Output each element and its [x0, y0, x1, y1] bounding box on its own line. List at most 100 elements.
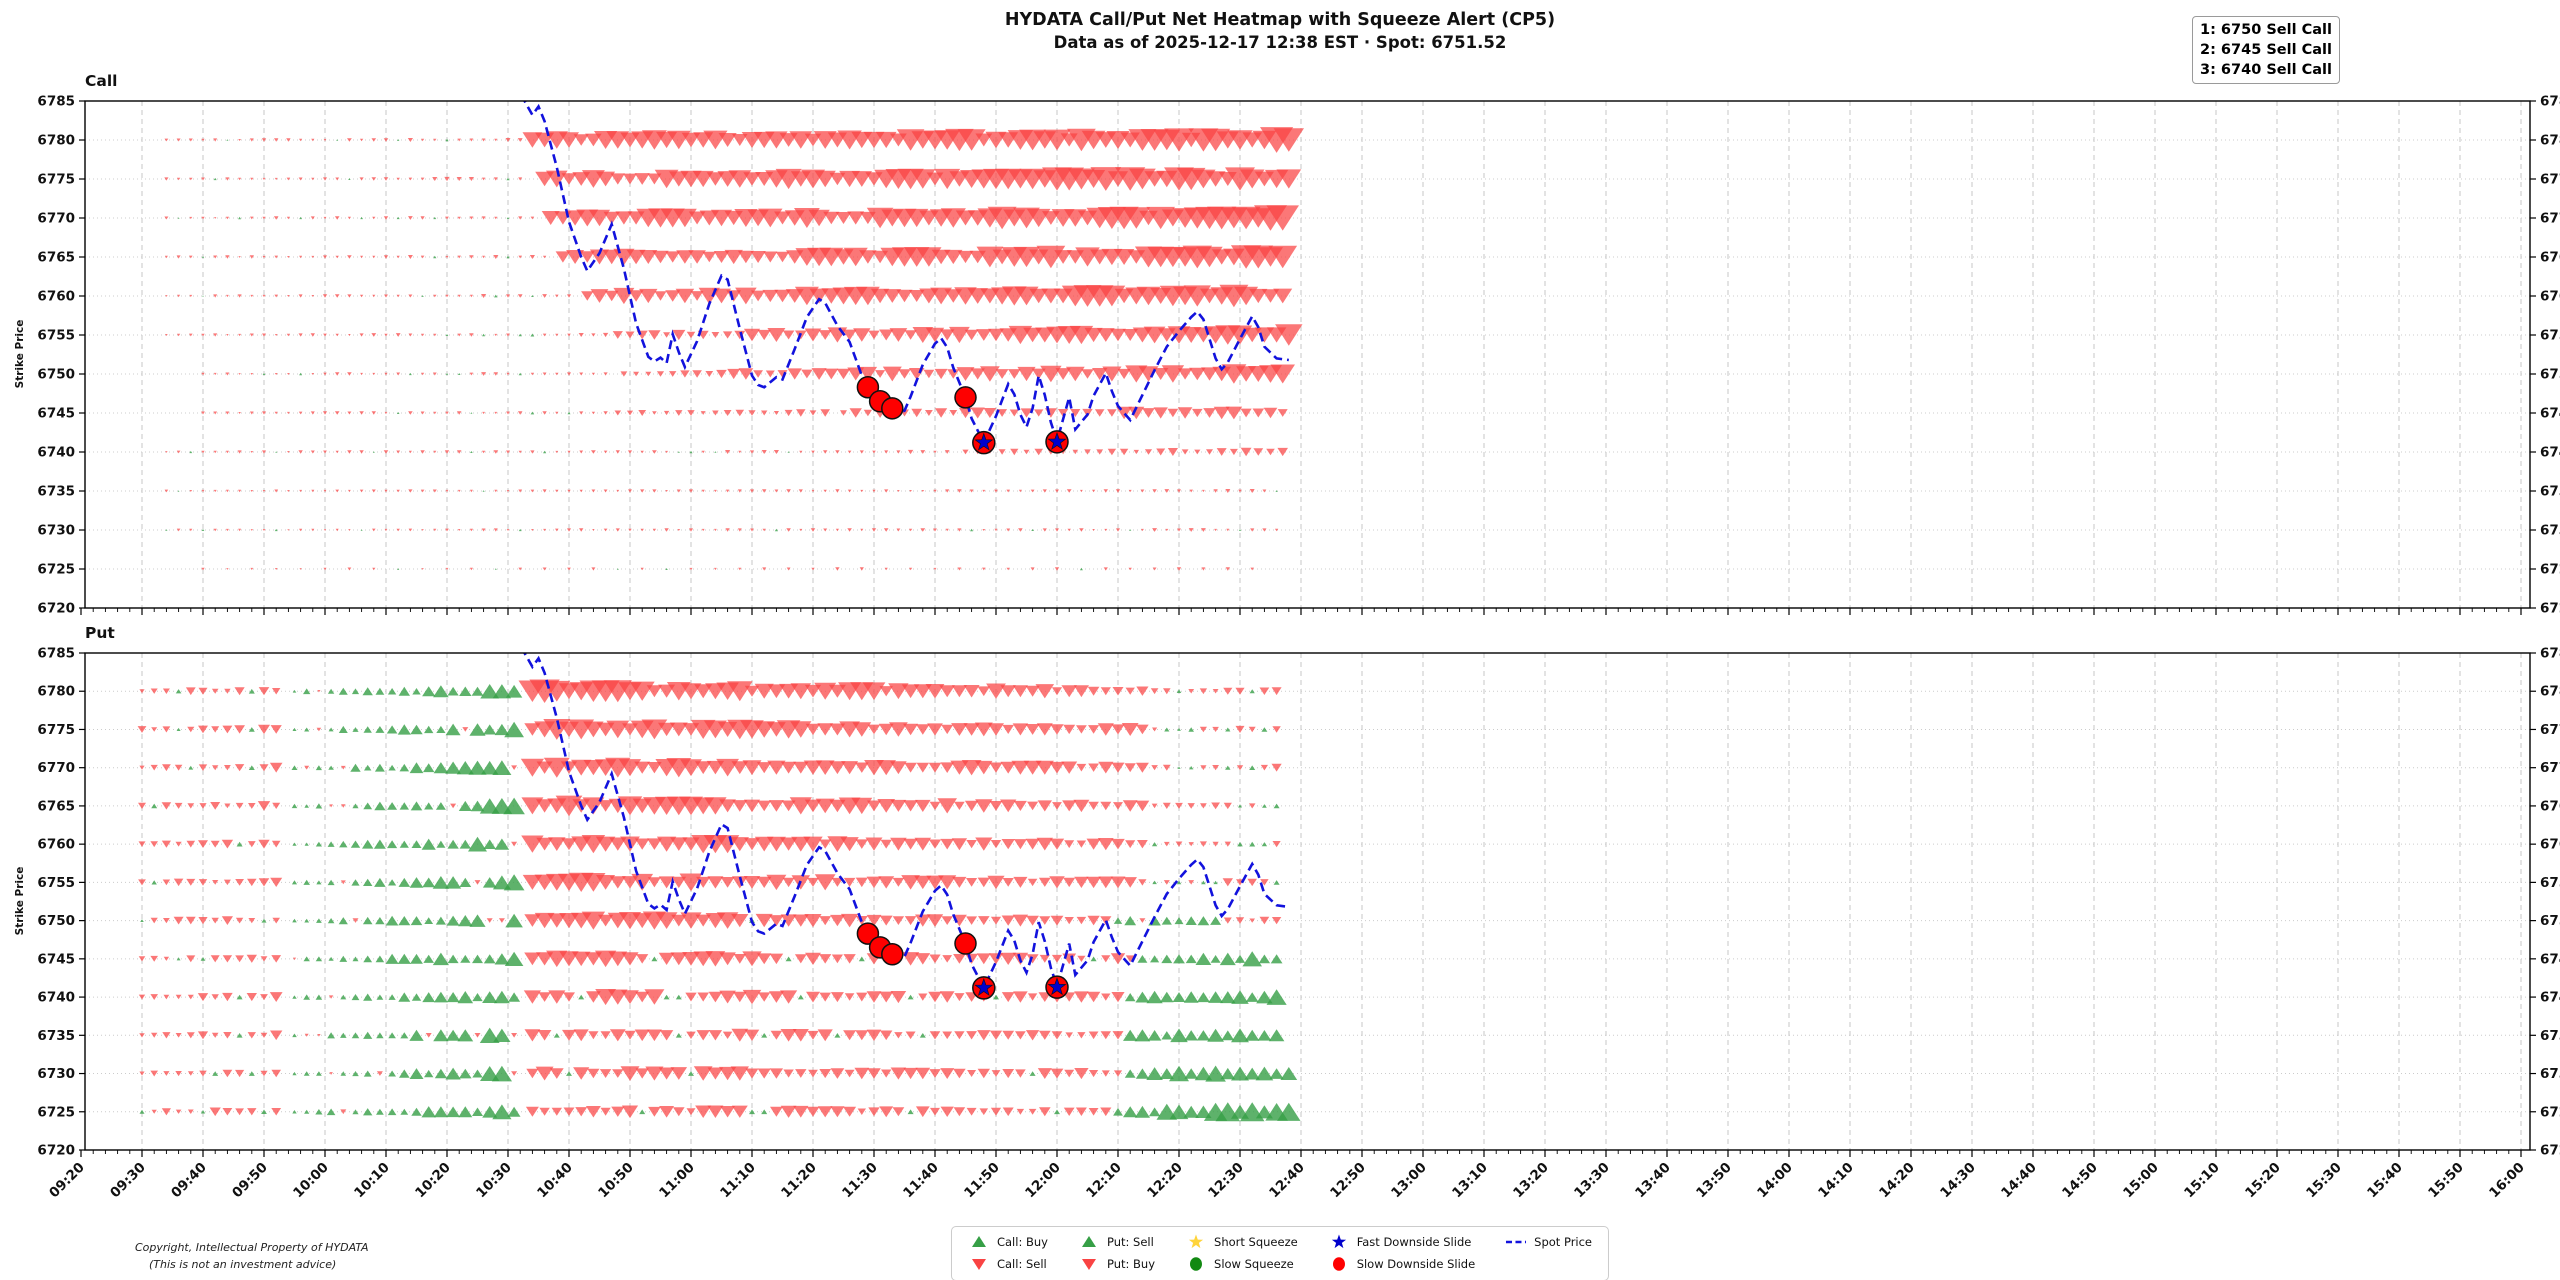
- call-y-axis-label: Strike Price: [14, 319, 26, 389]
- y-tick-label: 6775: [37, 172, 75, 188]
- x-tick-label: 12:10: [1083, 1160, 1125, 1202]
- x-tick-label: 15:10: [2181, 1160, 2223, 1202]
- tri-down-red-icon: [971, 1259, 986, 1270]
- legend-item-label: Fast Downside Slide: [1356, 1235, 1472, 1249]
- legend-column: Fast Downside Slide Slow Downside Slide: [1328, 1233, 1475, 1273]
- chart-title-block: HYDATA Call/Put Net Heatmap with Squeeze…: [0, 10, 2560, 52]
- x-tick-label: 15:20: [2242, 1160, 2284, 1202]
- y-tick-label: 6765: [37, 250, 75, 266]
- put-panel-title: Put: [85, 624, 115, 642]
- put-y-ticks: 6720 6720 6725 6725 6730 6730 6735 6735 6740 6740…: [37, 646, 2560, 1159]
- x-tick-label: 15:40: [2364, 1160, 2406, 1202]
- legend-column: Put: Sell Put: Buy: [1078, 1233, 1155, 1273]
- y-tick-label: 6750: [37, 367, 75, 383]
- legend-item-label: Short Squeeze: [1214, 1235, 1298, 1249]
- y-tick-label: 6745: [37, 951, 75, 967]
- alert-line-1: 1: 6750 Sell Call: [2200, 22, 2332, 38]
- copyright-note: Copyright, Intellectual Property of HYDA…: [135, 1240, 369, 1273]
- y-tick-label: 6750: [37, 913, 75, 929]
- y-tick-label: 6745: [2540, 406, 2560, 422]
- star-blue-icon: [1331, 1234, 1346, 1249]
- circle-green-icon: [1190, 1257, 1203, 1271]
- call-x-ticks: [80, 608, 2522, 615]
- y-tick-label: 6725: [2540, 1104, 2560, 1120]
- put-x-ticks: [80, 1150, 2522, 1157]
- y-tick-label: 6740: [2540, 990, 2560, 1006]
- put-panel-plot: 6720 6720 6725 6725 6730 6730 6735 6735 6740 6740…: [37, 646, 2560, 1202]
- y-tick-label: 6785: [2540, 646, 2560, 662]
- x-tick-label: 15:30: [2303, 1160, 2345, 1202]
- y-tick-label: 6780: [2540, 684, 2560, 700]
- y-tick-label: 6720: [2540, 1143, 2560, 1159]
- x-tick-label: 12:30: [1205, 1160, 1247, 1202]
- x-tick-label: 12:00: [1022, 1160, 1064, 1202]
- x-tick-label: 14:50: [2059, 1160, 2101, 1202]
- put-heatmap-markers: [137, 679, 1301, 1122]
- y-tick-label: 6775: [2540, 172, 2560, 188]
- x-tick-label: 09:50: [229, 1160, 271, 1202]
- y-tick-label: 6765: [37, 798, 75, 814]
- y-tick-label: 6720: [37, 601, 75, 617]
- tri-up-green-icon: [971, 1236, 986, 1247]
- legend-item-slow-squeeze: Slow Squeeze: [1185, 1255, 1298, 1273]
- fast-downside-star-icon: [1047, 431, 1067, 450]
- legend-item-slow-downside-slide: Slow Downside Slide: [1328, 1255, 1475, 1273]
- slow-downside-slide-marker: [954, 386, 977, 409]
- y-tick-label: 6760: [2540, 837, 2560, 853]
- circle-red-icon: [1332, 1257, 1345, 1271]
- legend-item-short-squeeze: Short Squeeze: [1185, 1233, 1298, 1251]
- x-tick-label: 09:30: [107, 1160, 149, 1202]
- y-tick-label: 6745: [37, 406, 75, 422]
- call-panel-title: Call: [85, 72, 118, 90]
- chart-subtitle: Data as of 2025-12-17 12:38 EST · Spot: …: [1053, 33, 1507, 52]
- spot-price-line: [523, 653, 1289, 991]
- x-tick-label: 11:40: [900, 1160, 942, 1202]
- slow-downside-slide-marker: [954, 932, 977, 955]
- x-tick-label: 10:40: [534, 1160, 576, 1202]
- y-tick-label: 6750: [2540, 913, 2560, 929]
- call-squeeze-markers: [856, 376, 1069, 455]
- legend-item-label: Call: Buy: [996, 1235, 1048, 1249]
- y-tick-label: 6760: [37, 289, 75, 305]
- legend-column: Call: Buy Call: Sell: [968, 1233, 1048, 1273]
- y-tick-label: 6780: [37, 133, 75, 149]
- x-tick-label: 14:40: [1998, 1160, 2040, 1202]
- x-tick-label: 13:40: [1632, 1160, 1674, 1202]
- y-tick-label: 6775: [2540, 722, 2560, 738]
- x-tick-label: 14:20: [1876, 1160, 1918, 1202]
- x-tick-label: 12:20: [1144, 1160, 1186, 1202]
- y-tick-label: 6770: [2540, 211, 2560, 227]
- x-tick-label: 10:00: [290, 1160, 332, 1202]
- call-heatmap-markers: [164, 127, 1304, 571]
- x-tick-label: 12:50: [1327, 1160, 1369, 1202]
- call-plot-frame: [84, 100, 2531, 609]
- fast-downside-star-icon: [1047, 977, 1067, 996]
- y-tick-label: 6735: [2540, 484, 2560, 500]
- chart-title: HYDATA Call/Put Net Heatmap with Squeeze…: [1004, 10, 1556, 30]
- y-tick-label: 6780: [2540, 133, 2560, 149]
- y-tick-label: 6755: [37, 328, 75, 344]
- y-tick-label: 6770: [2540, 760, 2560, 776]
- x-tick-label: 13:00: [1388, 1160, 1430, 1202]
- y-tick-label: 6745: [2540, 951, 2560, 967]
- legend-item-label: Slow Squeeze: [1214, 1257, 1294, 1271]
- x-tick-label: 13:30: [1571, 1160, 1613, 1202]
- x-tick-label: 11:00: [656, 1160, 698, 1202]
- tri-up-green-icon: [1081, 1236, 1096, 1247]
- put-y-axis-label: Strike Price: [14, 866, 26, 936]
- legend-item-label: Spot Price: [1534, 1235, 1593, 1249]
- y-tick-label: 6735: [2540, 1028, 2560, 1044]
- x-tick-label: 11:30: [839, 1160, 881, 1202]
- legend-item-call-buy: Call: Buy: [968, 1233, 1048, 1251]
- y-tick-label: 6770: [37, 211, 75, 227]
- copyright-line-2: (This is not an investment advice): [149, 1257, 337, 1271]
- legend-item-put-buy: Put: Buy: [1078, 1255, 1155, 1273]
- x-tick-label: 14:00: [1754, 1160, 1796, 1202]
- x-tick-label: 14:30: [1937, 1160, 1979, 1202]
- y-tick-label: 6735: [37, 1028, 75, 1044]
- x-tick-label: 15:00: [2120, 1160, 2162, 1202]
- x-tick-label: 10:10: [351, 1160, 393, 1202]
- y-tick-label: 6740: [37, 990, 75, 1006]
- x-tick-label: 09:40: [168, 1160, 210, 1202]
- y-tick-label: 6755: [2540, 328, 2560, 344]
